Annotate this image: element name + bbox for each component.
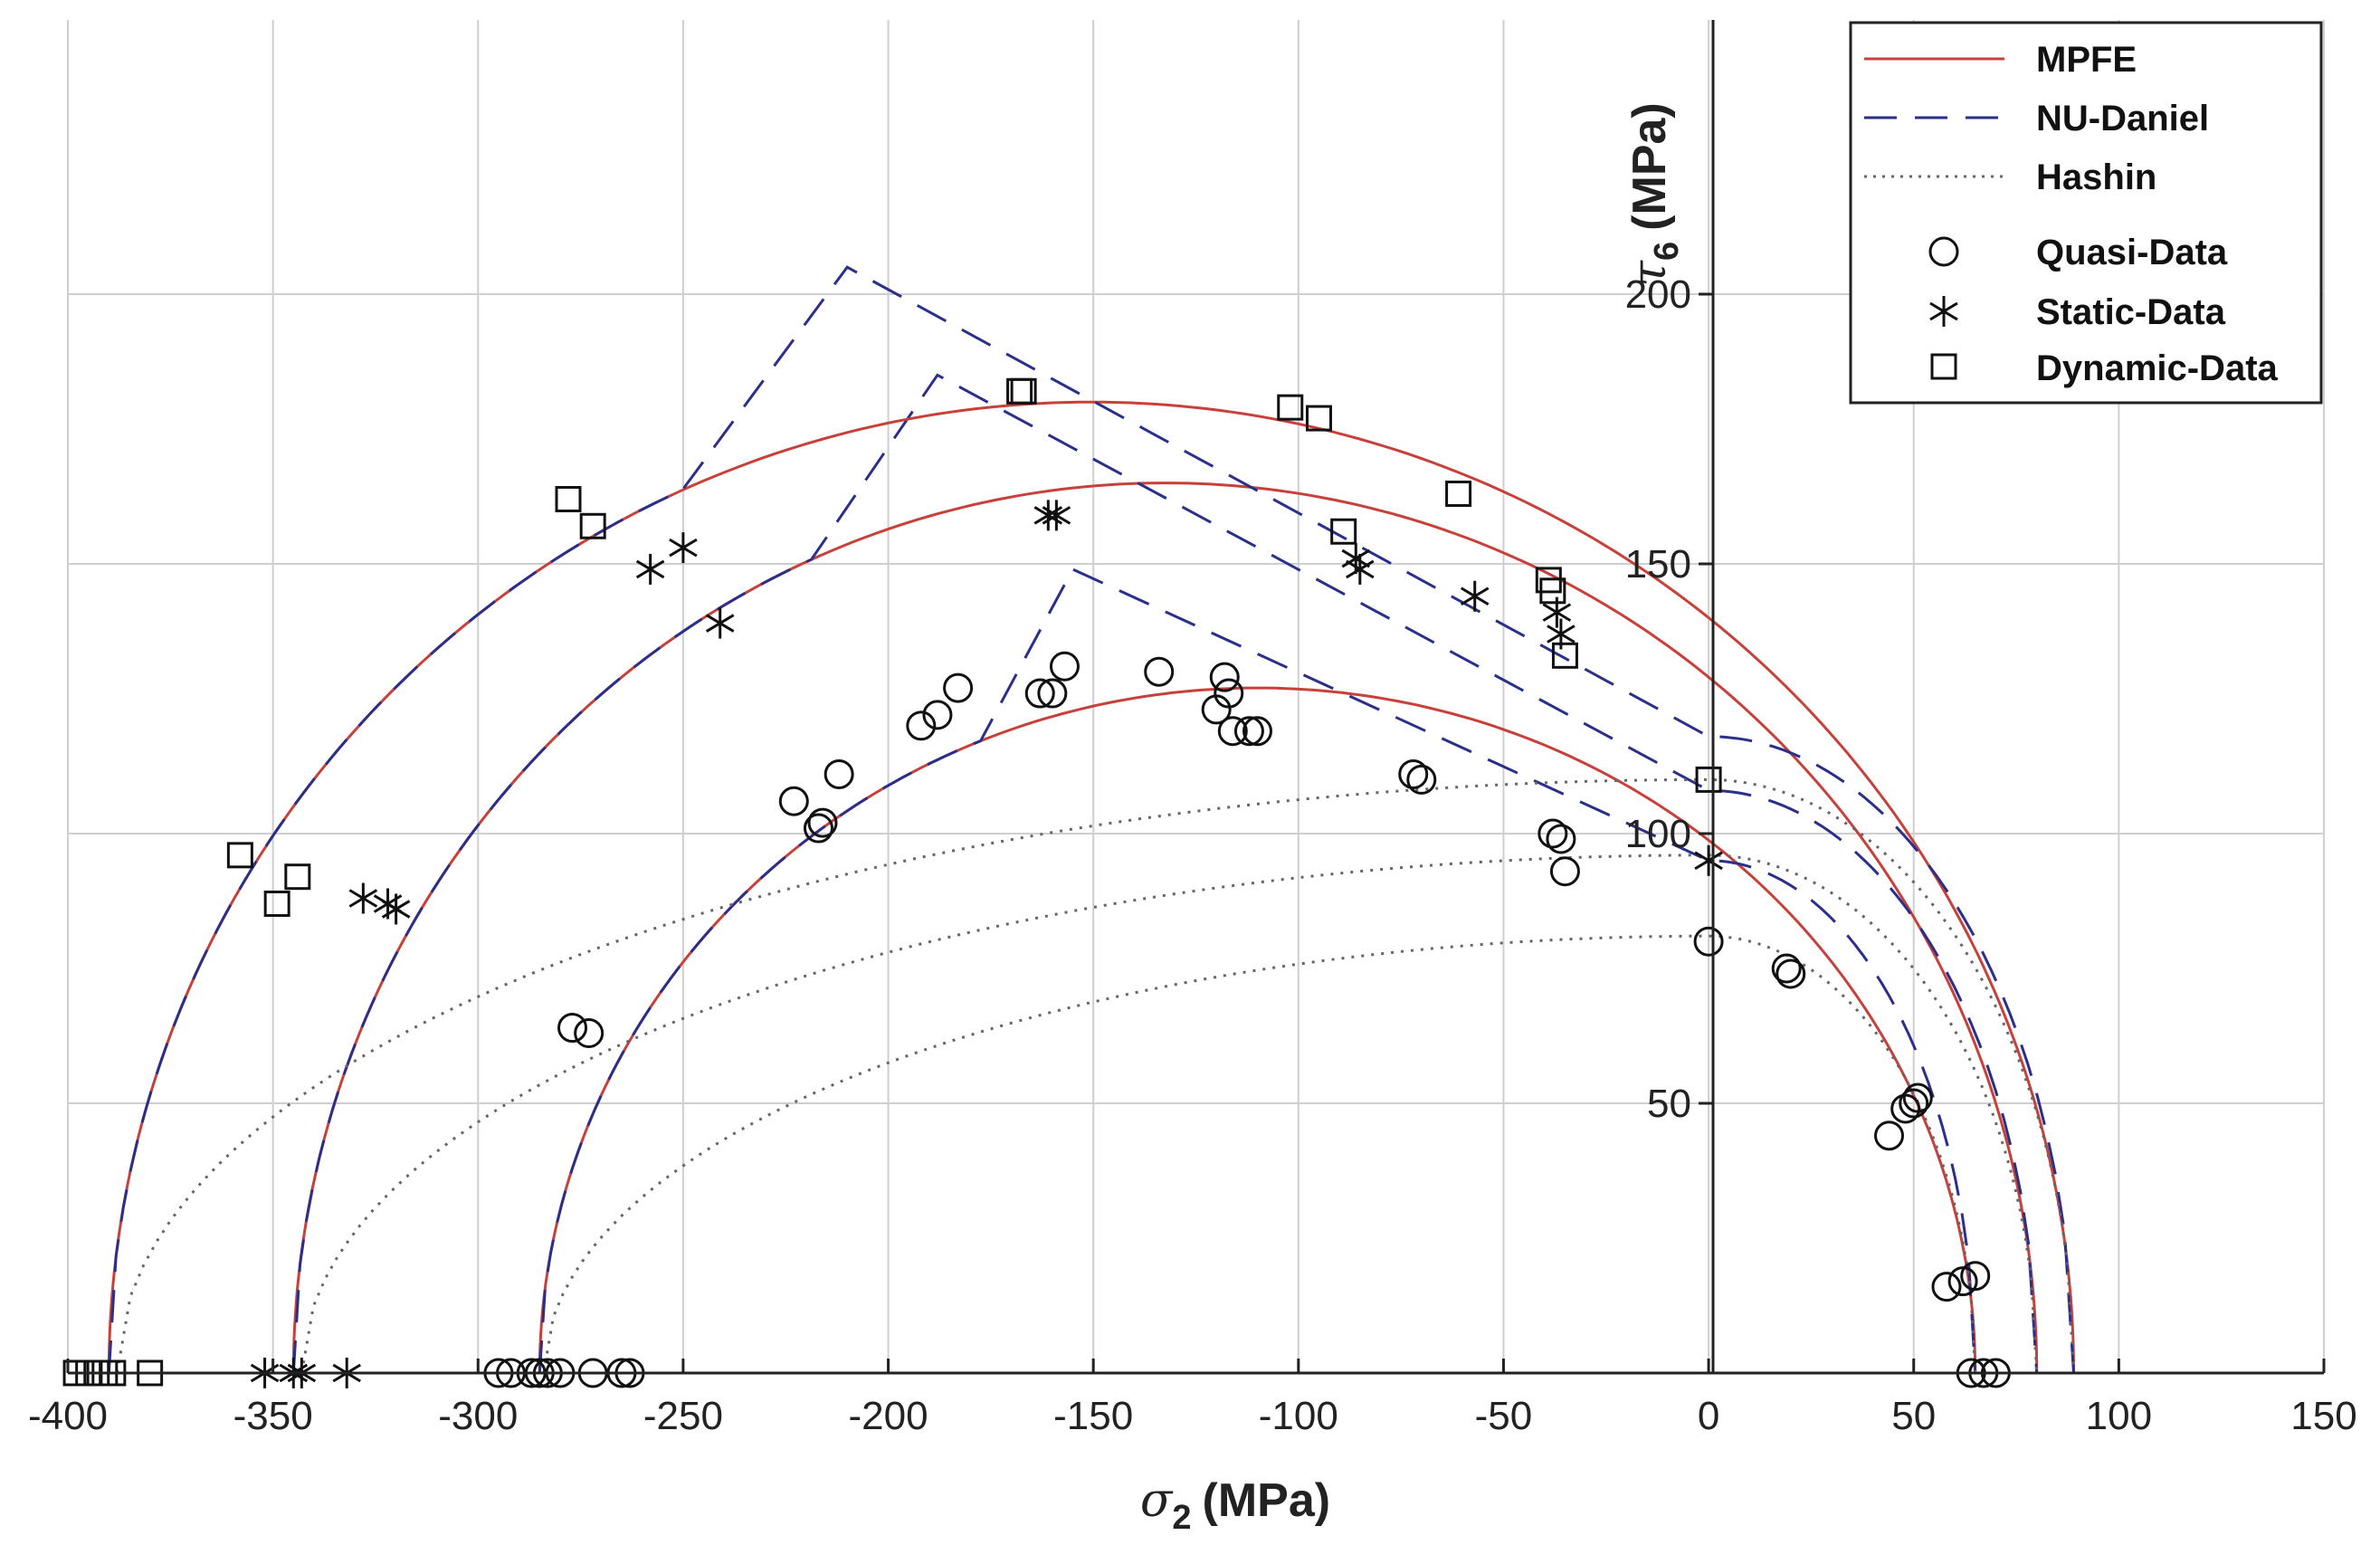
legend-marker-dynamic — [1930, 353, 1957, 380]
nu-daniel-curve — [107, 265, 2075, 1374]
y-axis-symbol: τ — [1623, 260, 1677, 287]
static-data-point — [1346, 553, 1375, 585]
hashin-curve — [115, 777, 2075, 1374]
dynamic-data-point — [263, 890, 290, 917]
legend-label-quasi: Quasi-Data — [2036, 233, 2228, 272]
legend: MPFE NU-Daniel Hashin Quasi-Data Static-… — [1849, 21, 2323, 405]
dynamic-data-point — [1695, 766, 1722, 793]
dynamic-data-point — [579, 512, 606, 539]
legend-label-mpfe: MPFE — [2036, 40, 2137, 80]
x-axis-subscript: 2 — [1172, 1499, 1191, 1537]
x-tick-label: 100 — [2086, 1394, 2152, 1438]
quasi-data-point — [1406, 764, 1437, 795]
quasi-data-point — [557, 1013, 588, 1044]
legend-label-dynamic: Dynamic-Data — [2036, 348, 2279, 388]
quasi-data-point — [1771, 953, 1802, 984]
dynamic-data-point — [284, 863, 311, 891]
quasi-data-point — [1209, 662, 1240, 692]
quasi-data-point — [1024, 678, 1055, 709]
quasi-data-point — [1902, 1082, 1933, 1113]
dynamic-data-point — [226, 842, 253, 869]
quasi-data-point — [1233, 716, 1264, 747]
x-axis-unit: (MPa) — [1203, 1474, 1331, 1527]
quasi-data-point — [807, 807, 838, 838]
quasi-data-point — [574, 1018, 605, 1049]
x-tick-label: 50 — [1891, 1394, 1936, 1438]
quasi-data-point — [1217, 716, 1248, 747]
dynamic-data-point — [1445, 481, 1472, 508]
quasi-data-point — [1242, 716, 1272, 747]
static-data-point — [381, 893, 411, 925]
y-axis-subscript: 6 — [1648, 242, 1686, 261]
y-tick-label: 200 — [1625, 272, 1691, 317]
static-data-point — [1042, 500, 1071, 531]
static-data-point — [348, 882, 378, 914]
y-tick-label: 150 — [1625, 542, 1691, 586]
quasi-data-point — [1049, 651, 1080, 682]
grid-lines — [67, 20, 2325, 1373]
dynamic-data-point — [555, 485, 582, 512]
x-tick-label: -350 — [233, 1394, 313, 1438]
quasi-data-point — [1549, 856, 1580, 887]
quasi-data-point — [906, 710, 937, 741]
legend-marker-static — [1929, 296, 1958, 327]
y-axis-title: τ6 (MPa) — [1623, 102, 1686, 286]
static-data-point — [1341, 543, 1371, 575]
static-data-point — [669, 532, 698, 564]
nu-daniel-curve — [291, 373, 2039, 1374]
static-data-point — [635, 553, 665, 585]
x-axis-symbol: σ — [1140, 1473, 1174, 1528]
quasi-data-point — [1693, 926, 1724, 957]
quasi-data-point — [803, 813, 833, 844]
x-tick-label: -300 — [438, 1394, 518, 1438]
quasi-data-point — [943, 672, 974, 703]
quasi-data-point — [1775, 958, 1806, 989]
tick-labels: -400 -350 -300 -250 -200 -150 -100 -50 0 50 100 150… — [28, 272, 2357, 1438]
quasi-data-point — [823, 758, 854, 789]
dynamic-data-point — [1010, 377, 1037, 405]
y-tick-label: 50 — [1647, 1082, 1691, 1126]
dynamic-data-point — [1277, 394, 1304, 421]
quasi-data-point — [1398, 758, 1429, 789]
legend-label-nu-daniel: NU-Daniel — [2036, 99, 2209, 138]
static-data-point — [705, 607, 735, 639]
x-tick-label: 150 — [2290, 1394, 2356, 1438]
x-tick-label: -100 — [1259, 1394, 1338, 1438]
static-data-point — [1694, 844, 1723, 876]
quasi-data-point — [922, 700, 953, 730]
quasi-data-point — [1899, 1088, 1929, 1119]
x-tick-label: -400 — [28, 1394, 108, 1438]
quasi-data-point — [1960, 1261, 1991, 1292]
legend-label-static: Static-Data — [2036, 292, 2226, 332]
legend-label-hashin: Hashin — [2036, 157, 2156, 197]
axes — [66, 20, 2326, 1375]
legend-marker-quasi — [1928, 236, 1959, 267]
data-markers — [62, 377, 2011, 1388]
quasi-data-point — [1037, 678, 1068, 709]
envelope-curves — [107, 265, 2075, 1374]
dynamic-data-point — [1539, 577, 1566, 605]
x-tick-label: -250 — [643, 1394, 723, 1438]
x-tick-label: 0 — [1698, 1394, 1719, 1438]
static-data-point — [1460, 580, 1490, 612]
dynamic-data-point — [1551, 642, 1578, 669]
legend-box — [1849, 21, 2323, 405]
quasi-data-point — [1874, 1121, 1905, 1151]
quasi-data-point — [778, 786, 809, 816]
x-tick-label: -50 — [1475, 1394, 1533, 1438]
x-axis-title: σ2 (MPa) — [1140, 1473, 1330, 1537]
quasi-data-point — [1546, 824, 1576, 854]
quasi-data-point — [1144, 656, 1175, 687]
y-tick-label: 100 — [1625, 812, 1691, 856]
y-axis-unit: (MPa) — [1623, 102, 1676, 231]
x-tick-label: -200 — [849, 1394, 928, 1438]
x-tick-label: -150 — [1053, 1394, 1133, 1438]
quasi-data-point — [1537, 818, 1568, 849]
dynamic-data-point — [1305, 405, 1332, 432]
quasi-data-point — [1931, 1272, 1962, 1302]
quasi-data-point — [1214, 678, 1244, 709]
dynamic-data-point — [1330, 518, 1357, 545]
